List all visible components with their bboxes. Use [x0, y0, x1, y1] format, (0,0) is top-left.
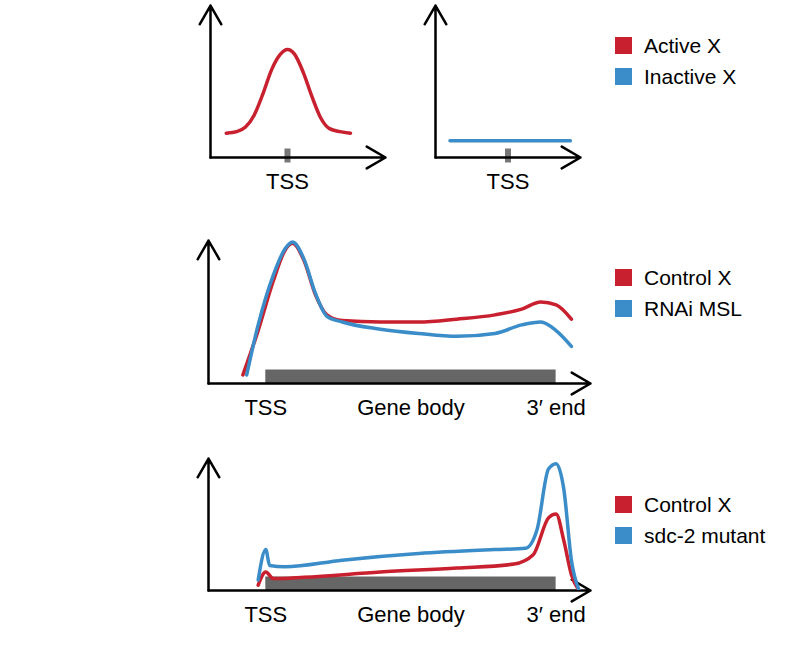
svg-text:3′ end: 3′ end [527, 602, 586, 627]
svg-text:TSS: TSS [487, 169, 530, 194]
svg-text:Gene body: Gene body [357, 602, 465, 627]
html-text:RNAi MSL: RNAi MSL [644, 296, 742, 320]
svg-text:TSS: TSS [244, 602, 287, 627]
html-text:Control X: Control X [644, 492, 732, 516]
html-text:sdc-2 mutant: sdc-2 mutant [644, 523, 766, 547]
html-text:Inactive X: Inactive X [644, 64, 737, 88]
svg-text:3′ end: 3′ end [527, 395, 586, 420]
html-text:Active X: Active X [644, 33, 721, 57]
svg-text:Gene body: Gene body [357, 395, 465, 420]
svg-text:TSS: TSS [244, 395, 287, 420]
svg-text:TSS: TSS [266, 169, 309, 194]
html-text:Control X: Control X [644, 265, 732, 289]
